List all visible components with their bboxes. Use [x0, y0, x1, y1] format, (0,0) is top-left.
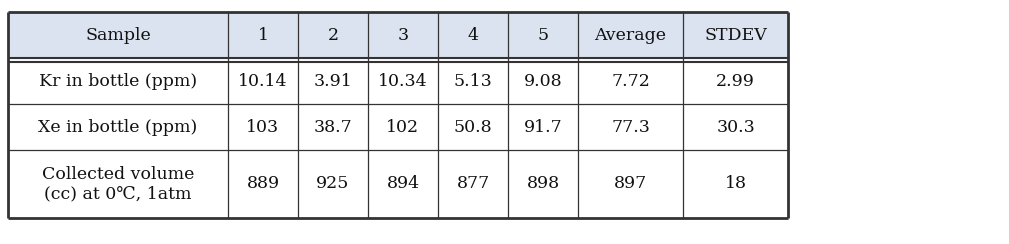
Text: 5: 5: [538, 27, 549, 43]
Text: 877: 877: [456, 175, 489, 193]
Text: 889: 889: [246, 175, 279, 193]
Text: 925: 925: [316, 175, 350, 193]
Text: 38.7: 38.7: [314, 119, 352, 135]
Text: 898: 898: [527, 175, 560, 193]
Text: Sample: Sample: [85, 27, 151, 43]
Text: Average: Average: [594, 27, 667, 43]
Text: 1: 1: [257, 27, 268, 43]
Text: 3: 3: [398, 27, 409, 43]
Text: 91.7: 91.7: [524, 119, 562, 135]
Text: Kr in bottle (ppm): Kr in bottle (ppm): [39, 72, 197, 90]
Text: Collected volume
(cc) at 0℃, 1atm: Collected volume (cc) at 0℃, 1atm: [41, 166, 194, 202]
Text: 897: 897: [613, 175, 647, 193]
Bar: [8, 150, 788, 218]
Bar: [8, 12, 788, 58]
Text: 894: 894: [386, 175, 420, 193]
Text: 18: 18: [724, 175, 747, 193]
Text: 5.13: 5.13: [454, 72, 492, 90]
Text: 2: 2: [328, 27, 339, 43]
Text: 10.34: 10.34: [378, 72, 428, 90]
Text: 102: 102: [386, 119, 420, 135]
Text: 103: 103: [246, 119, 279, 135]
Bar: [8, 104, 788, 150]
Text: 9.08: 9.08: [524, 72, 562, 90]
Text: 7.72: 7.72: [611, 72, 650, 90]
Text: 50.8: 50.8: [454, 119, 492, 135]
Bar: [8, 58, 788, 104]
Text: 3.91: 3.91: [314, 72, 352, 90]
Text: 2.99: 2.99: [716, 72, 755, 90]
Text: 30.3: 30.3: [716, 119, 755, 135]
Text: 77.3: 77.3: [611, 119, 650, 135]
Text: STDEV: STDEV: [704, 27, 767, 43]
Text: 4: 4: [467, 27, 478, 43]
Text: Xe in bottle (ppm): Xe in bottle (ppm): [38, 119, 198, 135]
Text: 10.14: 10.14: [238, 72, 288, 90]
